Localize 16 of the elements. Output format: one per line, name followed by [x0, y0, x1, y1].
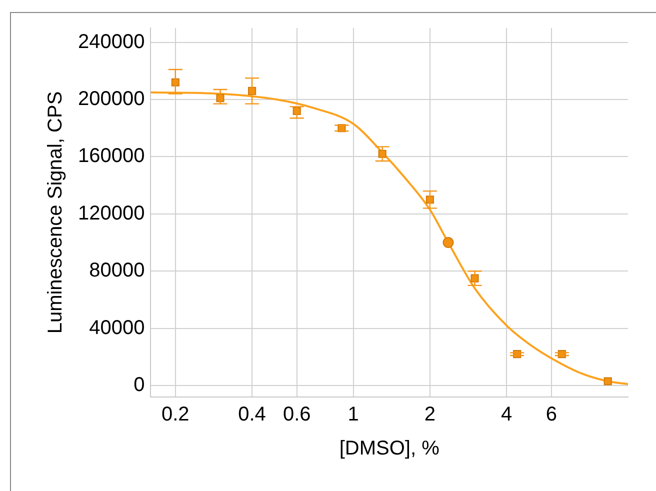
y-tick-label: 240000	[78, 30, 145, 53]
x-tick-label: 0.2	[162, 404, 190, 426]
x-tick-label: 2	[424, 404, 436, 426]
y-tick-label: 120000	[78, 202, 145, 224]
x-tick-label: 0.6	[282, 404, 311, 426]
y-tick-label: 80000	[89, 260, 145, 282]
y-tick-label: 200000	[78, 88, 145, 110]
y-tick-label: 160000	[78, 145, 145, 168]
x-tick-label: 0.4	[238, 404, 266, 426]
x-tick-label: 1	[348, 404, 359, 426]
x-axis-title: [DMSO], %	[339, 438, 440, 460]
y-axis-title: Luminescence Signal, CPS	[44, 91, 67, 334]
y-tick-label: 40000	[89, 316, 145, 339]
x-tick-label: 6	[546, 404, 557, 426]
y-tick-label: 0	[134, 374, 145, 396]
x-tick-label: 4	[500, 404, 512, 426]
